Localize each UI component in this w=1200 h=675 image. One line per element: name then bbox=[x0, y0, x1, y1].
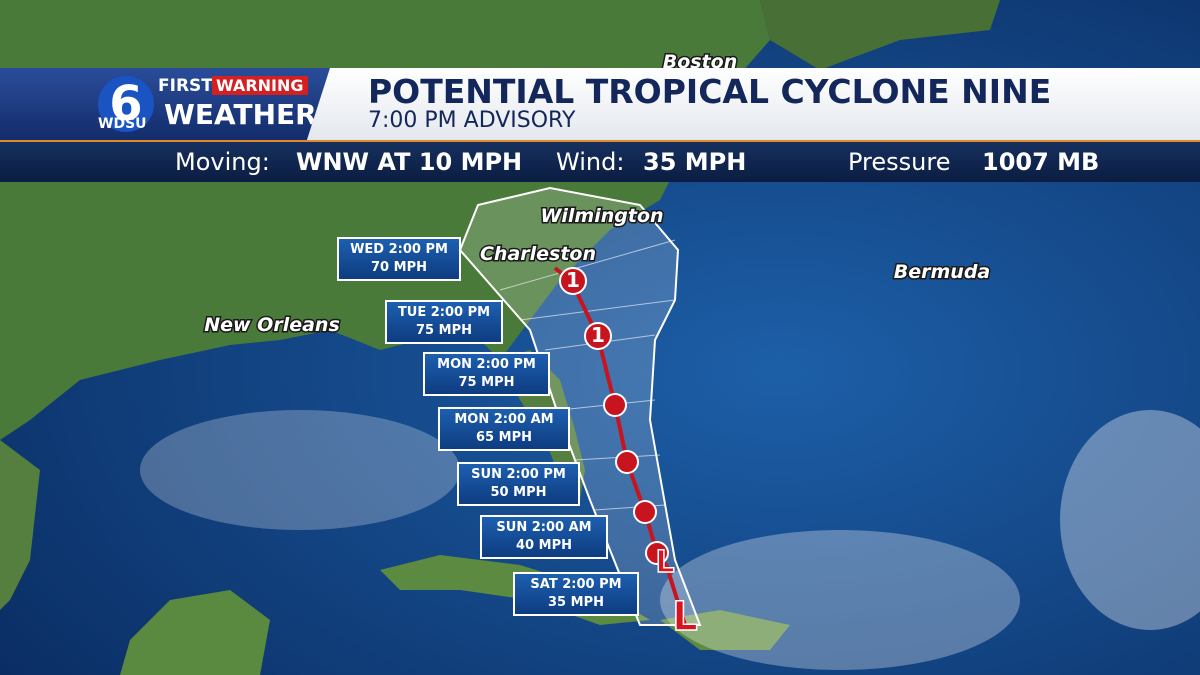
forecast-wind: 40 MPH bbox=[516, 538, 572, 553]
forecast-wind: 65 MPH bbox=[476, 430, 532, 445]
forecast-time: SUN 2:00 AM bbox=[496, 520, 592, 535]
forecast-time: WED 2:00 PM bbox=[350, 242, 448, 257]
forecast-box: MON 2:00 AM 65 MPH bbox=[438, 407, 570, 451]
info-value-text: WNW AT 10 MPH bbox=[296, 148, 523, 176]
logo-number: 6 bbox=[98, 76, 154, 132]
forecast-box: SUN 2:00 PM 50 MPH bbox=[457, 462, 580, 506]
forecast-time: TUE 2:00 PM bbox=[397, 305, 491, 320]
forecast-box: SUN 2:00 AM 40 MPH bbox=[480, 515, 608, 559]
land-yucatan bbox=[120, 590, 270, 675]
forecast-wind: 50 MPH bbox=[490, 485, 547, 500]
info-value: WNW AT 10 MPH bbox=[296, 142, 522, 182]
storm-icon bbox=[603, 393, 627, 417]
info-label: Pressure bbox=[848, 148, 951, 176]
forecast-time: SUN 2:00 PM bbox=[471, 467, 566, 482]
forecast-time: SAT 2:00 PM bbox=[530, 577, 622, 592]
track-marker: L bbox=[672, 594, 698, 640]
forecast-time: MON 2:00 AM bbox=[454, 412, 554, 427]
land-hispaniola bbox=[660, 610, 790, 650]
clouds bbox=[660, 530, 1020, 670]
subtitle: 7:00 PM ADVISORY bbox=[368, 108, 576, 133]
title: POTENTIAL TROPICAL CYCLONE NINE bbox=[368, 72, 1052, 111]
forecast-box: WED 2:00 PM 70 MPH bbox=[337, 237, 461, 281]
track-marker: 1 bbox=[566, 268, 580, 292]
logo-first: FIRST bbox=[158, 76, 213, 96]
info-value: 35 MPH bbox=[643, 142, 746, 182]
info-label: Moving: bbox=[175, 148, 270, 176]
place-label: Charleston bbox=[480, 243, 596, 265]
storm-icon bbox=[633, 500, 657, 524]
logo-station: WDSU bbox=[98, 116, 147, 132]
forecast-wind: 70 MPH bbox=[371, 260, 427, 275]
forecast-box: MON 2:00 PM 75 MPH bbox=[423, 352, 550, 396]
forecast-time: MON 2:00 PM bbox=[437, 357, 536, 372]
hurricane-clouds bbox=[1060, 410, 1200, 630]
track-marker: L bbox=[655, 545, 674, 580]
land-mexico bbox=[0, 440, 40, 610]
forecast-wind: 75 MPH bbox=[458, 375, 515, 390]
station-logo: 6 FIRST WARNING WEATHER WDSU bbox=[0, 68, 330, 140]
storm-icons: LL 1 1 bbox=[559, 267, 699, 641]
place-label: Bermuda bbox=[894, 261, 990, 283]
place-label: Wilmington bbox=[540, 205, 663, 227]
info-label: Wind: bbox=[556, 148, 625, 176]
forecast-box: TUE 2:00 PM 75 MPH bbox=[385, 300, 503, 344]
land-canada bbox=[760, 0, 1000, 70]
storm-icon bbox=[584, 322, 612, 350]
info-value: 1007 MB bbox=[982, 142, 1099, 182]
clouds bbox=[140, 410, 460, 530]
forecast-box: SAT 2:00 PM 35 MPH bbox=[513, 572, 639, 616]
forecast-wind: 75 MPH bbox=[416, 323, 472, 338]
track-marker: 1 bbox=[591, 323, 605, 347]
storm-icon bbox=[559, 267, 587, 295]
storm-icon bbox=[615, 450, 639, 474]
place-label: New Orleans bbox=[204, 314, 340, 336]
logo-weather: WEATHER bbox=[164, 98, 317, 131]
forecast-wind: 35 MPH bbox=[548, 595, 604, 610]
info-value-text: 1007 MB bbox=[982, 148, 1100, 176]
info-value-text: 35 MPH bbox=[643, 148, 747, 176]
logo-warning: WARNING bbox=[212, 76, 308, 95]
storm-icon bbox=[645, 541, 669, 565]
info-bar: Moving: WNW AT 10 MPH Wind: 35 MPH Press… bbox=[0, 140, 1200, 182]
